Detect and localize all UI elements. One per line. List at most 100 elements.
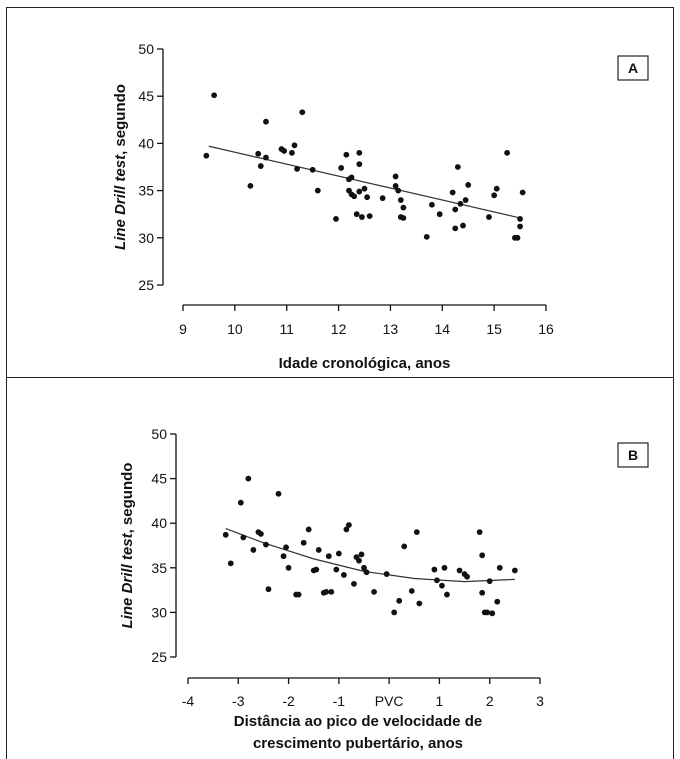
data-point [361, 564, 367, 571]
x-axis-label: Idade cronológica, anos [279, 355, 451, 372]
y-tick-label: 50 [151, 426, 167, 442]
data-point [356, 161, 363, 168]
data-point [431, 566, 438, 573]
data-point [295, 591, 302, 598]
data-point [335, 550, 342, 557]
data-point [351, 580, 357, 587]
data-point [263, 118, 269, 125]
y-tick-label: 30 [151, 604, 167, 620]
data-point [486, 214, 492, 220]
y-axis-label-rest: , segundo [119, 463, 136, 534]
data-point [343, 151, 350, 158]
data-point [408, 588, 415, 594]
data-point [356, 557, 362, 564]
x-tick-label: 9 [179, 321, 187, 337]
data-point [511, 567, 518, 574]
data-point [484, 609, 491, 616]
data-point [479, 589, 486, 596]
data-point [353, 211, 360, 218]
x-tick-label: 1 [436, 693, 444, 709]
data-point [285, 564, 292, 571]
data-point [371, 588, 377, 595]
data-point [309, 166, 316, 173]
data-point [227, 560, 234, 567]
data-point [489, 610, 496, 617]
data-point [275, 490, 282, 497]
data-point [300, 539, 307, 546]
x-tick-label: 3 [536, 693, 544, 709]
x-tick-label: 11 [279, 321, 294, 337]
data-point [245, 475, 252, 482]
data-point [343, 526, 350, 533]
y-tick-label: 25 [138, 277, 154, 293]
data-point [294, 165, 300, 172]
data-point [496, 564, 503, 571]
data-point [247, 182, 254, 189]
data-point [395, 187, 402, 194]
data-point [491, 192, 498, 199]
y-tick-label: 45 [138, 88, 154, 104]
figure-frame [6, 7, 674, 759]
data-point [444, 591, 450, 598]
data-point [514, 234, 521, 241]
regression-line [208, 145, 521, 219]
y-tick-label: 45 [151, 471, 167, 487]
data-point [449, 189, 456, 196]
y-axis-label-rest: , segundo [112, 84, 129, 155]
data-point [313, 566, 320, 573]
data-point [464, 573, 470, 580]
data-point [358, 551, 365, 558]
panel-divider [7, 377, 673, 378]
data-point [462, 197, 469, 203]
data-point [203, 152, 210, 159]
x-axis-label: Distância ao pico de velocidade de [234, 713, 482, 730]
data-point [315, 547, 322, 553]
data-point [479, 552, 486, 559]
data-point [265, 586, 272, 593]
data-point [361, 185, 368, 192]
data-point [517, 216, 523, 222]
data-point [460, 222, 466, 229]
x-tick-label: 15 [486, 321, 502, 337]
data-point [391, 609, 398, 616]
data-point [504, 149, 511, 156]
data-point [356, 188, 363, 195]
data-point [493, 185, 500, 192]
data-point [328, 588, 335, 595]
x-tick-label: 12 [331, 321, 347, 337]
data-point [519, 189, 526, 196]
data-point [400, 204, 407, 211]
x-tick-label: 2 [486, 693, 494, 709]
y-axis-label-italic: Line Drill test [119, 532, 136, 628]
x-tick-label: PVC [375, 693, 404, 709]
y-tick-label: 30 [138, 230, 154, 246]
data-point [359, 214, 365, 220]
data-point [494, 598, 501, 605]
data-point [456, 567, 463, 574]
data-point [222, 531, 229, 538]
data-point [314, 187, 321, 194]
x-tick-label: 14 [434, 321, 450, 337]
data-point [263, 154, 269, 161]
data-point [283, 544, 289, 551]
data-point [366, 213, 373, 219]
y-tick-label: 35 [151, 560, 167, 576]
data-point [351, 193, 358, 200]
data-point [323, 588, 330, 595]
data-point [325, 553, 332, 560]
data-point [383, 571, 390, 577]
data-point [250, 547, 257, 553]
x-tick-label: -4 [182, 693, 195, 709]
x-tick-label: 10 [227, 321, 243, 337]
data-point [452, 225, 459, 232]
panel-a: 25 30 35 40 45 50 9 10 11 12 13 14 15 16 Idade cronoló… [112, 41, 649, 372]
y-axis-label: Line Drill test, segundo [112, 84, 129, 250]
x-tick-label: 16 [538, 321, 554, 337]
data-point [465, 182, 472, 188]
data-point [436, 211, 443, 218]
data-point [340, 572, 347, 578]
data-point [379, 195, 386, 202]
data-point [237, 499, 244, 506]
x-tick-label: -1 [333, 693, 346, 709]
